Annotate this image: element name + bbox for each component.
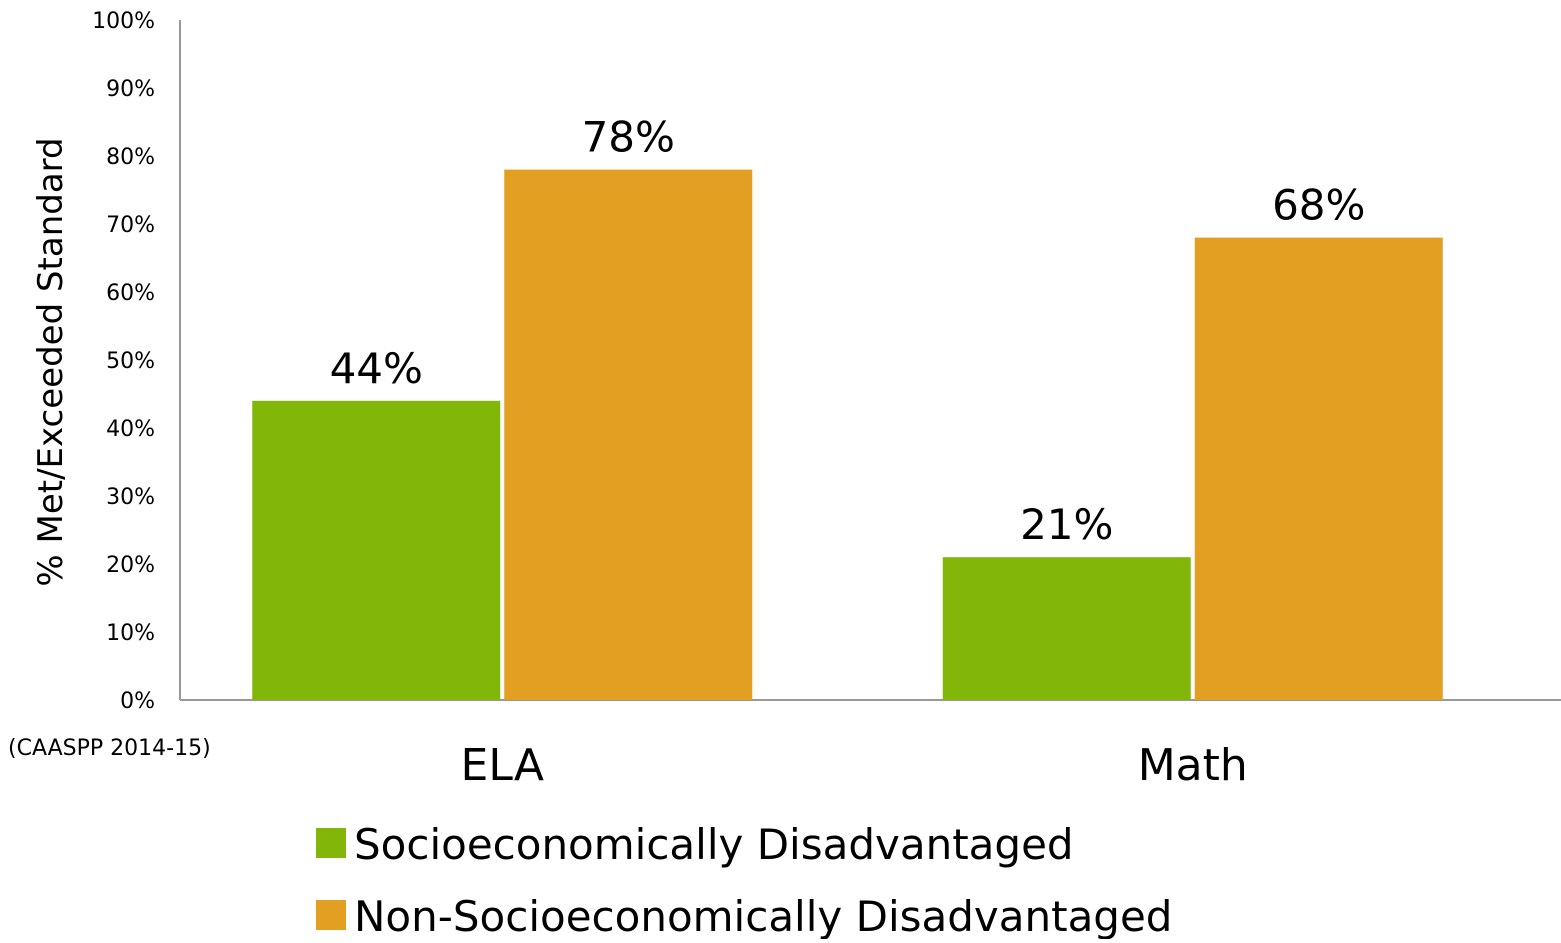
data-labels: 44% 78% 21% 68% (330, 113, 1366, 550)
legend-swatch (316, 900, 346, 930)
category-label: Math (1138, 740, 1248, 791)
category-labels: ELA Math (461, 740, 1248, 791)
y-axis-title: % Met/Exceeded Standard (31, 137, 71, 586)
data-label: 21% (1020, 500, 1113, 549)
legend: Socioeconomically Disadvantaged Non-Socio… (316, 820, 1172, 941)
y-tick-label: 10% (106, 621, 155, 646)
bar (252, 400, 501, 700)
y-tick-label: 40% (106, 417, 155, 442)
y-tick-label: 20% (106, 553, 155, 578)
legend-label: Socioeconomically Disadvantaged (354, 820, 1074, 869)
category-label: ELA (461, 740, 544, 791)
bar (504, 169, 753, 701)
legend-label: Non-Socioeconomically Disadvantaged (354, 892, 1172, 939)
y-tick-label: 60% (106, 281, 155, 306)
source-note: (CAASPP 2014-15) (8, 736, 211, 761)
y-tick-label: 80% (106, 145, 155, 170)
bars (252, 169, 1443, 701)
data-label: 68% (1272, 181, 1365, 230)
y-tick-label: 50% (106, 349, 155, 374)
y-tick-label: 0% (120, 689, 155, 714)
y-tick-label: 100% (92, 9, 155, 34)
y-tick-label: 90% (106, 77, 155, 102)
y-tick-label: 70% (106, 213, 155, 238)
data-label: 44% (330, 344, 423, 393)
y-tick-label: 30% (106, 485, 155, 510)
legend-swatch (316, 828, 346, 858)
data-label: 78% (582, 113, 675, 162)
y-tick-labels: 0% 10% 20% 30% 40% 50% 60% 70% 80% 90% 100% (92, 9, 155, 714)
bar (942, 557, 1191, 700)
bar (1194, 237, 1443, 700)
